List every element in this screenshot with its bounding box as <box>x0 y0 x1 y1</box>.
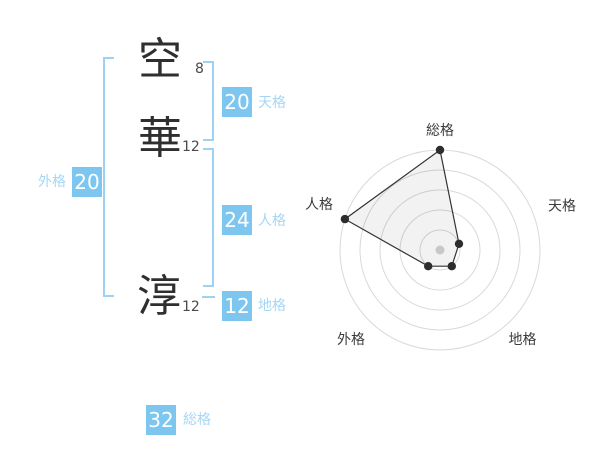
radar-axis-label: 地格 <box>509 332 537 348</box>
radar-axis-label: 外格 <box>337 332 365 348</box>
radar-chart: 総格天格地格 外格 人格 <box>300 105 580 360</box>
radar-axis-label: 総格 <box>426 123 454 139</box>
gaikaku-value-box: 20 <box>72 167 102 197</box>
jinkaku-label: 人格 <box>258 213 286 229</box>
radar-data-point <box>454 239 464 248</box>
name-character: 空 <box>138 34 182 85</box>
radar-grid-ring <box>379 189 501 311</box>
stroke-count: 12 <box>182 139 200 155</box>
tenkaku-value-box: 20 <box>222 87 252 117</box>
jinkaku-bracket <box>203 148 214 287</box>
radar-axis-label: 人格 <box>305 197 333 213</box>
tenkaku-bracket <box>203 61 214 141</box>
radar-data-point <box>447 262 456 271</box>
chikaku-value-box: 12 <box>222 291 252 321</box>
gaikaku-label: 外格 <box>38 174 66 190</box>
radar-data-polygon <box>343 148 460 267</box>
radar-data-point <box>340 214 350 224</box>
name-character: 華 <box>138 113 182 164</box>
radar-center-dot <box>435 245 445 255</box>
radar-grid-ring <box>419 229 461 271</box>
name-character: 淳 <box>137 271 181 322</box>
soukaku-value-box: 32 <box>146 405 176 435</box>
stroke-count: 12 <box>182 299 200 315</box>
stroke-count: 8 <box>195 61 204 77</box>
chikaku-label: 地格 <box>258 298 286 314</box>
radar-axis-label: 天格 <box>548 199 576 215</box>
radar-data-point <box>435 145 445 155</box>
radar-data-point <box>424 262 433 271</box>
gaikaku-bracket <box>103 57 114 297</box>
jinkaku-value-box: 24 <box>222 205 252 235</box>
chikaku-tick <box>202 296 215 298</box>
tenkaku-label: 天格 <box>258 95 286 111</box>
radar-grid-ring <box>359 169 521 331</box>
soukaku-label: 総格 <box>183 412 211 428</box>
